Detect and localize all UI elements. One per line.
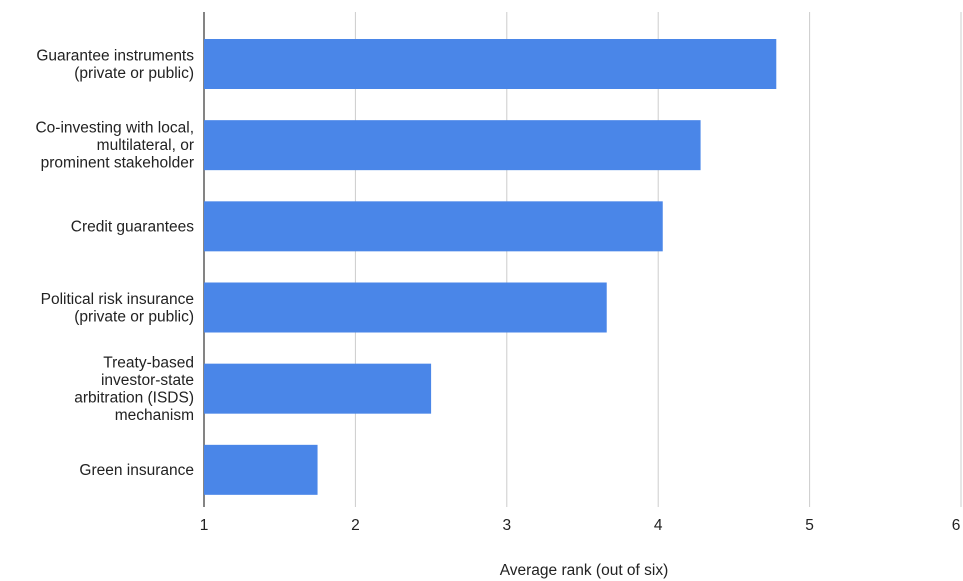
category-label-line: Credit guarantees (71, 218, 194, 235)
bar-1 (204, 39, 777, 89)
category-label-line: Political risk insurance (41, 291, 194, 308)
category-label-line: Treaty-based (103, 354, 194, 371)
category-label-line: investor-state (101, 372, 194, 389)
bar-6 (204, 444, 318, 495)
category-label-line: Guarantee instruments (36, 47, 194, 64)
bar-4 (204, 282, 607, 333)
x-tick-label-1: 1 (200, 517, 209, 534)
bar-3 (204, 201, 663, 252)
bar-2 (204, 120, 701, 171)
category-label-2: Co-investing with local, multilateral, or… (35, 120, 194, 172)
x-tick-labels: 1 2 3 4 5 6 (200, 517, 961, 534)
category-label-line: Green insurance (79, 462, 194, 479)
x-tick-label-4: 4 (654, 517, 663, 534)
category-label-line: (private or public) (74, 308, 194, 325)
x-tick-label-6: 6 (952, 517, 961, 534)
x-tick-label-3: 3 (502, 517, 511, 534)
gridlines (203, 12, 962, 507)
category-label-5: Treaty-based investor-state arbitration (I… (74, 354, 194, 424)
category-label-line: mechanism (115, 407, 194, 424)
x-tick-label-5: 5 (805, 517, 814, 534)
category-label-1: Guarantee instruments (private or public) (36, 47, 194, 82)
category-labels: Guarantee instruments (private or public)… (35, 47, 194, 479)
x-tick-label-2: 2 (351, 517, 360, 534)
category-label-6: Green insurance (79, 462, 194, 479)
bars (204, 39, 777, 495)
category-label-3: Credit guarantees (71, 218, 194, 235)
x-axis-title: Average rank (out of six) (500, 562, 669, 579)
category-label-line: Co-investing with local, (35, 120, 194, 137)
category-label-line: (private or public) (74, 65, 194, 82)
bar-5 (204, 363, 432, 414)
category-label-4: Political risk insurance (private or publ… (41, 291, 194, 326)
category-label-line: multilateral, or (97, 137, 194, 154)
category-label-line: arbitration (ISDS) (74, 389, 194, 406)
category-label-line: prominent stakeholder (41, 155, 194, 172)
